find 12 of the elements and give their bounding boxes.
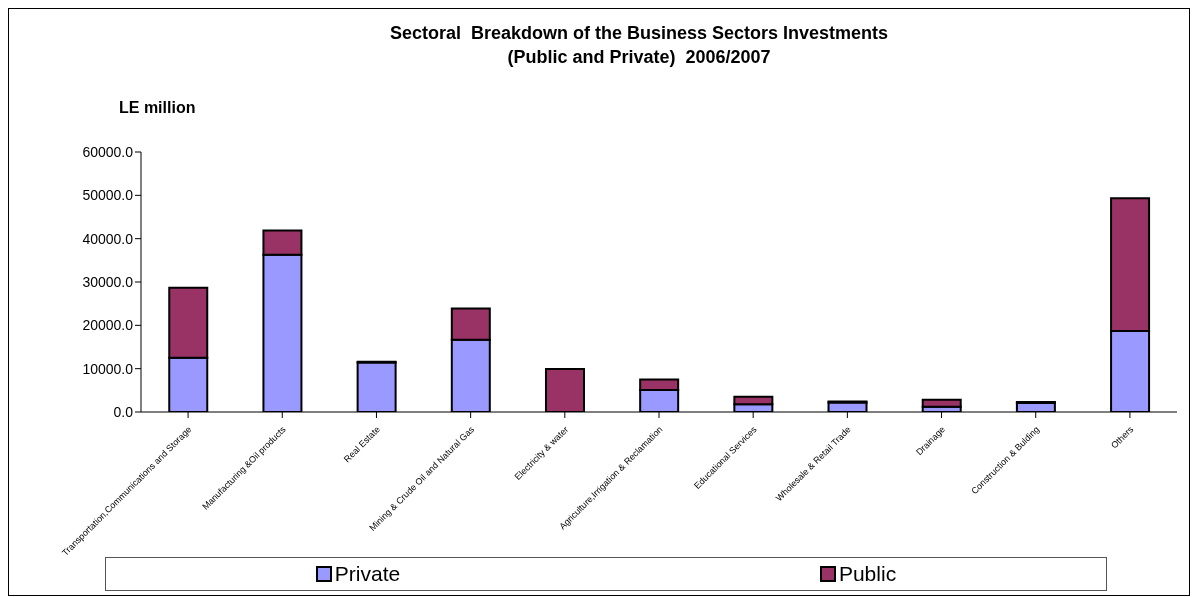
y-tick-label: 0.0 — [113, 403, 134, 420]
legend-label: Public — [837, 562, 897, 586]
y-tick-label: 20000.0 — [82, 317, 134, 334]
y-tick-label: 30000.0 — [82, 273, 134, 290]
bar — [921, 398, 962, 408]
y-tick-label: 10000.0 — [82, 360, 134, 377]
y-tick-label: 50000.0 — [82, 187, 134, 204]
legend-label: Private — [333, 562, 401, 586]
chart-title: Sectoral Breakdown of the Business Sectors Investments (Public and Private) 2006/2007 — [388, 22, 890, 69]
y-tick-label: 40000.0 — [82, 230, 134, 247]
y-axis-title: LE million — [119, 99, 196, 117]
y-tick-label: 60000.0 — [82, 143, 134, 160]
